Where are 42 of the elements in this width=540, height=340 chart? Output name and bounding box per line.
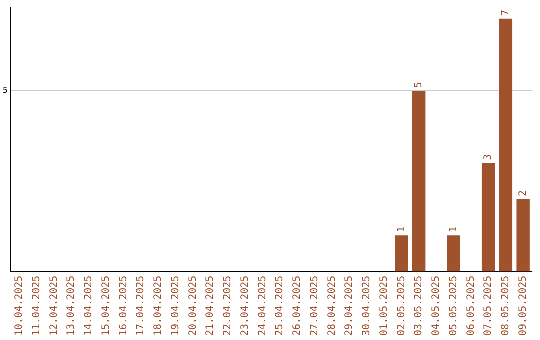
x-tick-label: 25.04.2025 [274,276,286,336]
x-tick-label: 04.05.2025 [431,276,442,336]
x-tick-label: 02.05.2025 [396,276,408,336]
x-tick-label: 19.04.2025 [170,276,182,336]
x-tick-label: 23.04.2025 [240,276,251,336]
x-tick-label: 06.05.2025 [466,276,477,336]
x-tick-label: 14.04.2025 [84,276,95,336]
x-tick-label: 15.04.2025 [100,276,112,336]
x-tick-label: 01.05.2025 [378,276,390,336]
x-tick-label: 28.04.2025 [326,276,338,336]
x-tick-label: 22.04.2025 [222,276,234,336]
bar [482,163,496,272]
x-tick-label: 12.04.2025 [48,276,60,336]
bar [499,18,513,272]
data-label: 3 [483,154,494,160]
data-label: 7 [500,10,512,16]
x-tick-label: 09.05.2025 [518,276,529,336]
x-tick-label: 26.04.2025 [292,276,304,336]
x-tick-label: 18.04.2025 [153,276,164,336]
x-tick-label: 03.05.2025 [414,276,425,336]
data-label: 1 [448,226,460,233]
x-tick-label: 13.04.2025 [66,276,78,336]
x-tick-label: 08.05.2025 [500,276,512,336]
x-tick-label: 30.04.2025 [362,276,373,336]
data-label: 2 [518,190,529,197]
x-tick-label: 05.05.2025 [448,276,460,336]
x-tick-label: 27.04.2025 [309,276,320,336]
data-label: 5 [414,82,425,88]
x-tick-label: 24.04.2025 [257,276,268,336]
bar [516,200,530,272]
x-tick-label: 11.04.2025 [31,276,42,336]
data-label: 1 [396,226,408,233]
x-tick-label: 21.04.2025 [205,276,216,336]
x-tick-label: 20.04.2025 [188,276,199,336]
x-tick-label: 07.05.2025 [483,276,494,336]
bar [395,236,408,272]
x-tick-label: 16.04.2025 [118,276,130,336]
x-tick-label: 17.04.2025 [136,276,147,336]
bar [412,91,426,272]
x-tick-label: 10.04.2025 [14,276,26,336]
x-tick-label: 29.04.2025 [344,276,356,336]
bar [447,236,460,272]
